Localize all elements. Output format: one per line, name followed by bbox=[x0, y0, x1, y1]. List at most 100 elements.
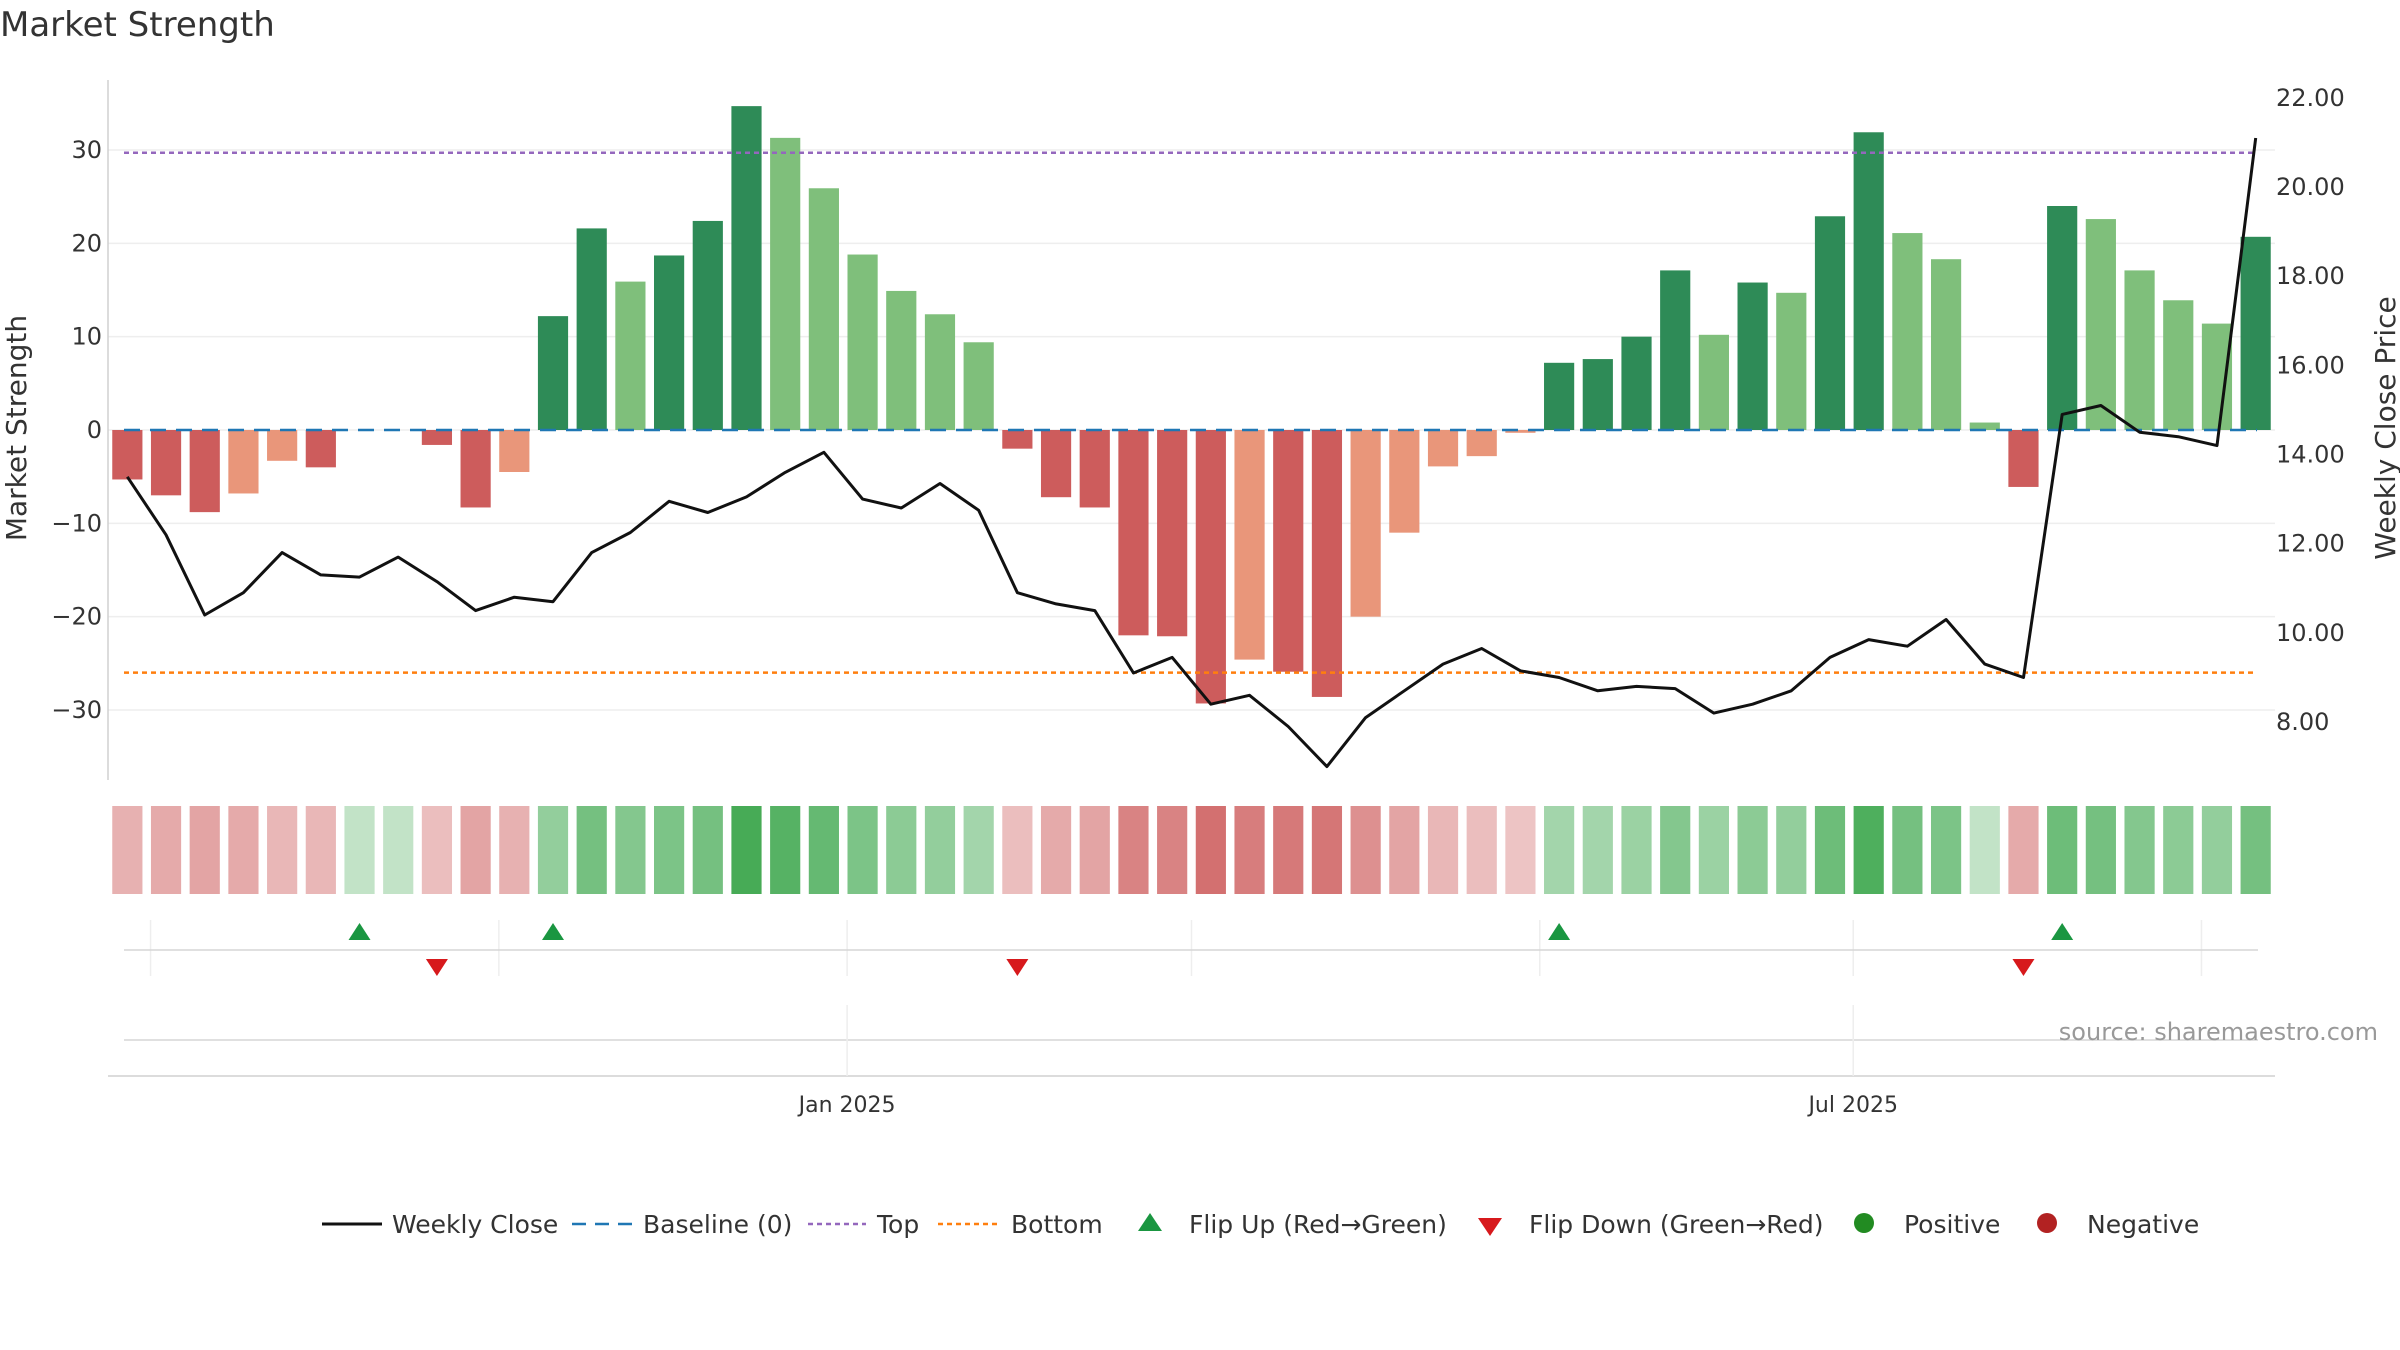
strength-bar bbox=[150, 430, 182, 496]
legend-flip-up-icon bbox=[1138, 1213, 1162, 1231]
reference-lines bbox=[124, 151, 2257, 674]
strength-bar bbox=[924, 314, 956, 430]
heat-cell bbox=[1118, 806, 1149, 894]
right-axis: 8.00 10.00 12.00 14.00 16.00 18.00 20.00 22.00 bbox=[2276, 84, 2345, 736]
heat-cell bbox=[383, 806, 414, 894]
strength-bar bbox=[1814, 216, 1846, 430]
legend-label: Weekly Close bbox=[392, 1210, 558, 1239]
y-tick-label: −20 bbox=[51, 603, 102, 631]
heat-cell bbox=[924, 806, 956, 894]
strength-bar bbox=[305, 430, 336, 468]
legend-label: Top bbox=[876, 1210, 919, 1239]
heat-cell bbox=[1582, 806, 1613, 894]
strength-bar bbox=[615, 281, 646, 430]
strength-bar bbox=[1698, 334, 1729, 430]
heat-cell bbox=[228, 806, 259, 894]
heat-cell bbox=[1350, 806, 1381, 894]
strength-bar bbox=[2240, 236, 2271, 430]
heat-cell bbox=[1234, 806, 1265, 894]
legend-label: Flip Down (Green→Red) bbox=[1529, 1210, 1824, 1239]
heat-cell bbox=[1853, 806, 1884, 894]
strength-bar bbox=[1930, 259, 1962, 430]
x-axis: Jan 2025 Jul 2025 bbox=[108, 1005, 2275, 1118]
strength-bar bbox=[1621, 336, 1652, 430]
heat-cell bbox=[1930, 806, 1962, 894]
strength-bar bbox=[2201, 323, 2233, 430]
left-axis: −30 −20 −10 0 10 20 30 bbox=[51, 80, 109, 780]
heat-cell bbox=[150, 806, 182, 894]
heat-cell bbox=[344, 806, 375, 894]
strength-bar bbox=[1582, 359, 1613, 430]
y2-tick-label: 10.00 bbox=[2276, 619, 2345, 647]
strength-bar bbox=[499, 430, 530, 472]
strength-bar bbox=[1892, 233, 1923, 430]
y2-tick-label: 22.00 bbox=[2276, 84, 2345, 112]
heat-cell bbox=[847, 806, 878, 894]
y2-tick-label: 16.00 bbox=[2276, 351, 2345, 379]
heat-cell bbox=[2163, 806, 2194, 894]
strength-bar bbox=[112, 430, 143, 480]
heat-cell bbox=[2201, 806, 2233, 894]
heat-cell bbox=[1544, 806, 1575, 894]
y2-axis-label: Weekly Close Price bbox=[2369, 296, 2400, 559]
heat-cell bbox=[499, 806, 530, 894]
strength-bar bbox=[1040, 430, 1072, 498]
strength-bar bbox=[886, 290, 917, 430]
strength-bar bbox=[576, 228, 607, 430]
heat-cell bbox=[1466, 806, 1497, 894]
x-tick-label: Jan 2025 bbox=[797, 1093, 896, 1118]
strength-bar bbox=[2085, 219, 2116, 430]
strength-bar bbox=[2047, 206, 2078, 430]
heat-cell bbox=[460, 806, 491, 894]
legend-label: Negative bbox=[2087, 1210, 2199, 1239]
source-note: source: sharemaestro.com bbox=[2059, 1018, 2378, 1046]
strength-bar bbox=[460, 430, 491, 508]
strength-bar bbox=[1079, 430, 1110, 508]
y-axis-label: Market Strength bbox=[0, 315, 33, 541]
strength-bar bbox=[2008, 430, 2039, 487]
heat-cell bbox=[963, 806, 994, 894]
heat-cell bbox=[267, 806, 298, 894]
legend-label: Flip Up (Red→Green) bbox=[1189, 1210, 1447, 1239]
strength-bar bbox=[1505, 430, 1536, 433]
strength-bar bbox=[537, 316, 569, 430]
strength-bar bbox=[654, 255, 685, 430]
heat-cell bbox=[1002, 806, 1033, 894]
strength-bar bbox=[1544, 362, 1575, 430]
heat-cell bbox=[1621, 806, 1652, 894]
flip-up-marker bbox=[348, 923, 371, 940]
strength-bar bbox=[1776, 292, 1807, 430]
heat-strip bbox=[112, 806, 2271, 894]
flip-markers-panel bbox=[124, 920, 2258, 1041]
heat-cell bbox=[1427, 806, 1459, 894]
heat-cell bbox=[1776, 806, 1807, 894]
strength-bar bbox=[963, 342, 994, 430]
legend-label: Bottom bbox=[1011, 1210, 1103, 1239]
heat-cell bbox=[1311, 806, 1343, 894]
heat-cell bbox=[1273, 806, 1304, 894]
strength-bar bbox=[770, 137, 801, 430]
heat-cell bbox=[1698, 806, 1729, 894]
y2-tick-label: 12.00 bbox=[2276, 530, 2345, 558]
strength-bar bbox=[1273, 430, 1304, 672]
strength-bar bbox=[1969, 422, 2000, 430]
heat-cell bbox=[1079, 806, 1110, 894]
legend-flip-down-icon bbox=[1478, 1218, 1502, 1236]
heat-cell bbox=[1814, 806, 1846, 894]
heat-cell bbox=[770, 806, 801, 894]
heat-cell bbox=[2047, 806, 2078, 894]
flip-up-marker bbox=[2051, 923, 2074, 940]
heat-cell bbox=[615, 806, 646, 894]
heat-cell bbox=[305, 806, 336, 894]
heat-cell bbox=[2085, 806, 2116, 894]
heat-cell bbox=[1892, 806, 1923, 894]
heat-cell bbox=[2008, 806, 2039, 894]
y-tick-label: −10 bbox=[51, 509, 102, 537]
strength-bar bbox=[692, 220, 723, 430]
y-tick-label: 30 bbox=[71, 136, 102, 164]
heat-cell bbox=[189, 806, 220, 894]
weekly-close-line bbox=[126, 137, 2258, 769]
strength-bar bbox=[1157, 430, 1188, 637]
legend-negative-icon bbox=[2037, 1213, 2057, 1233]
